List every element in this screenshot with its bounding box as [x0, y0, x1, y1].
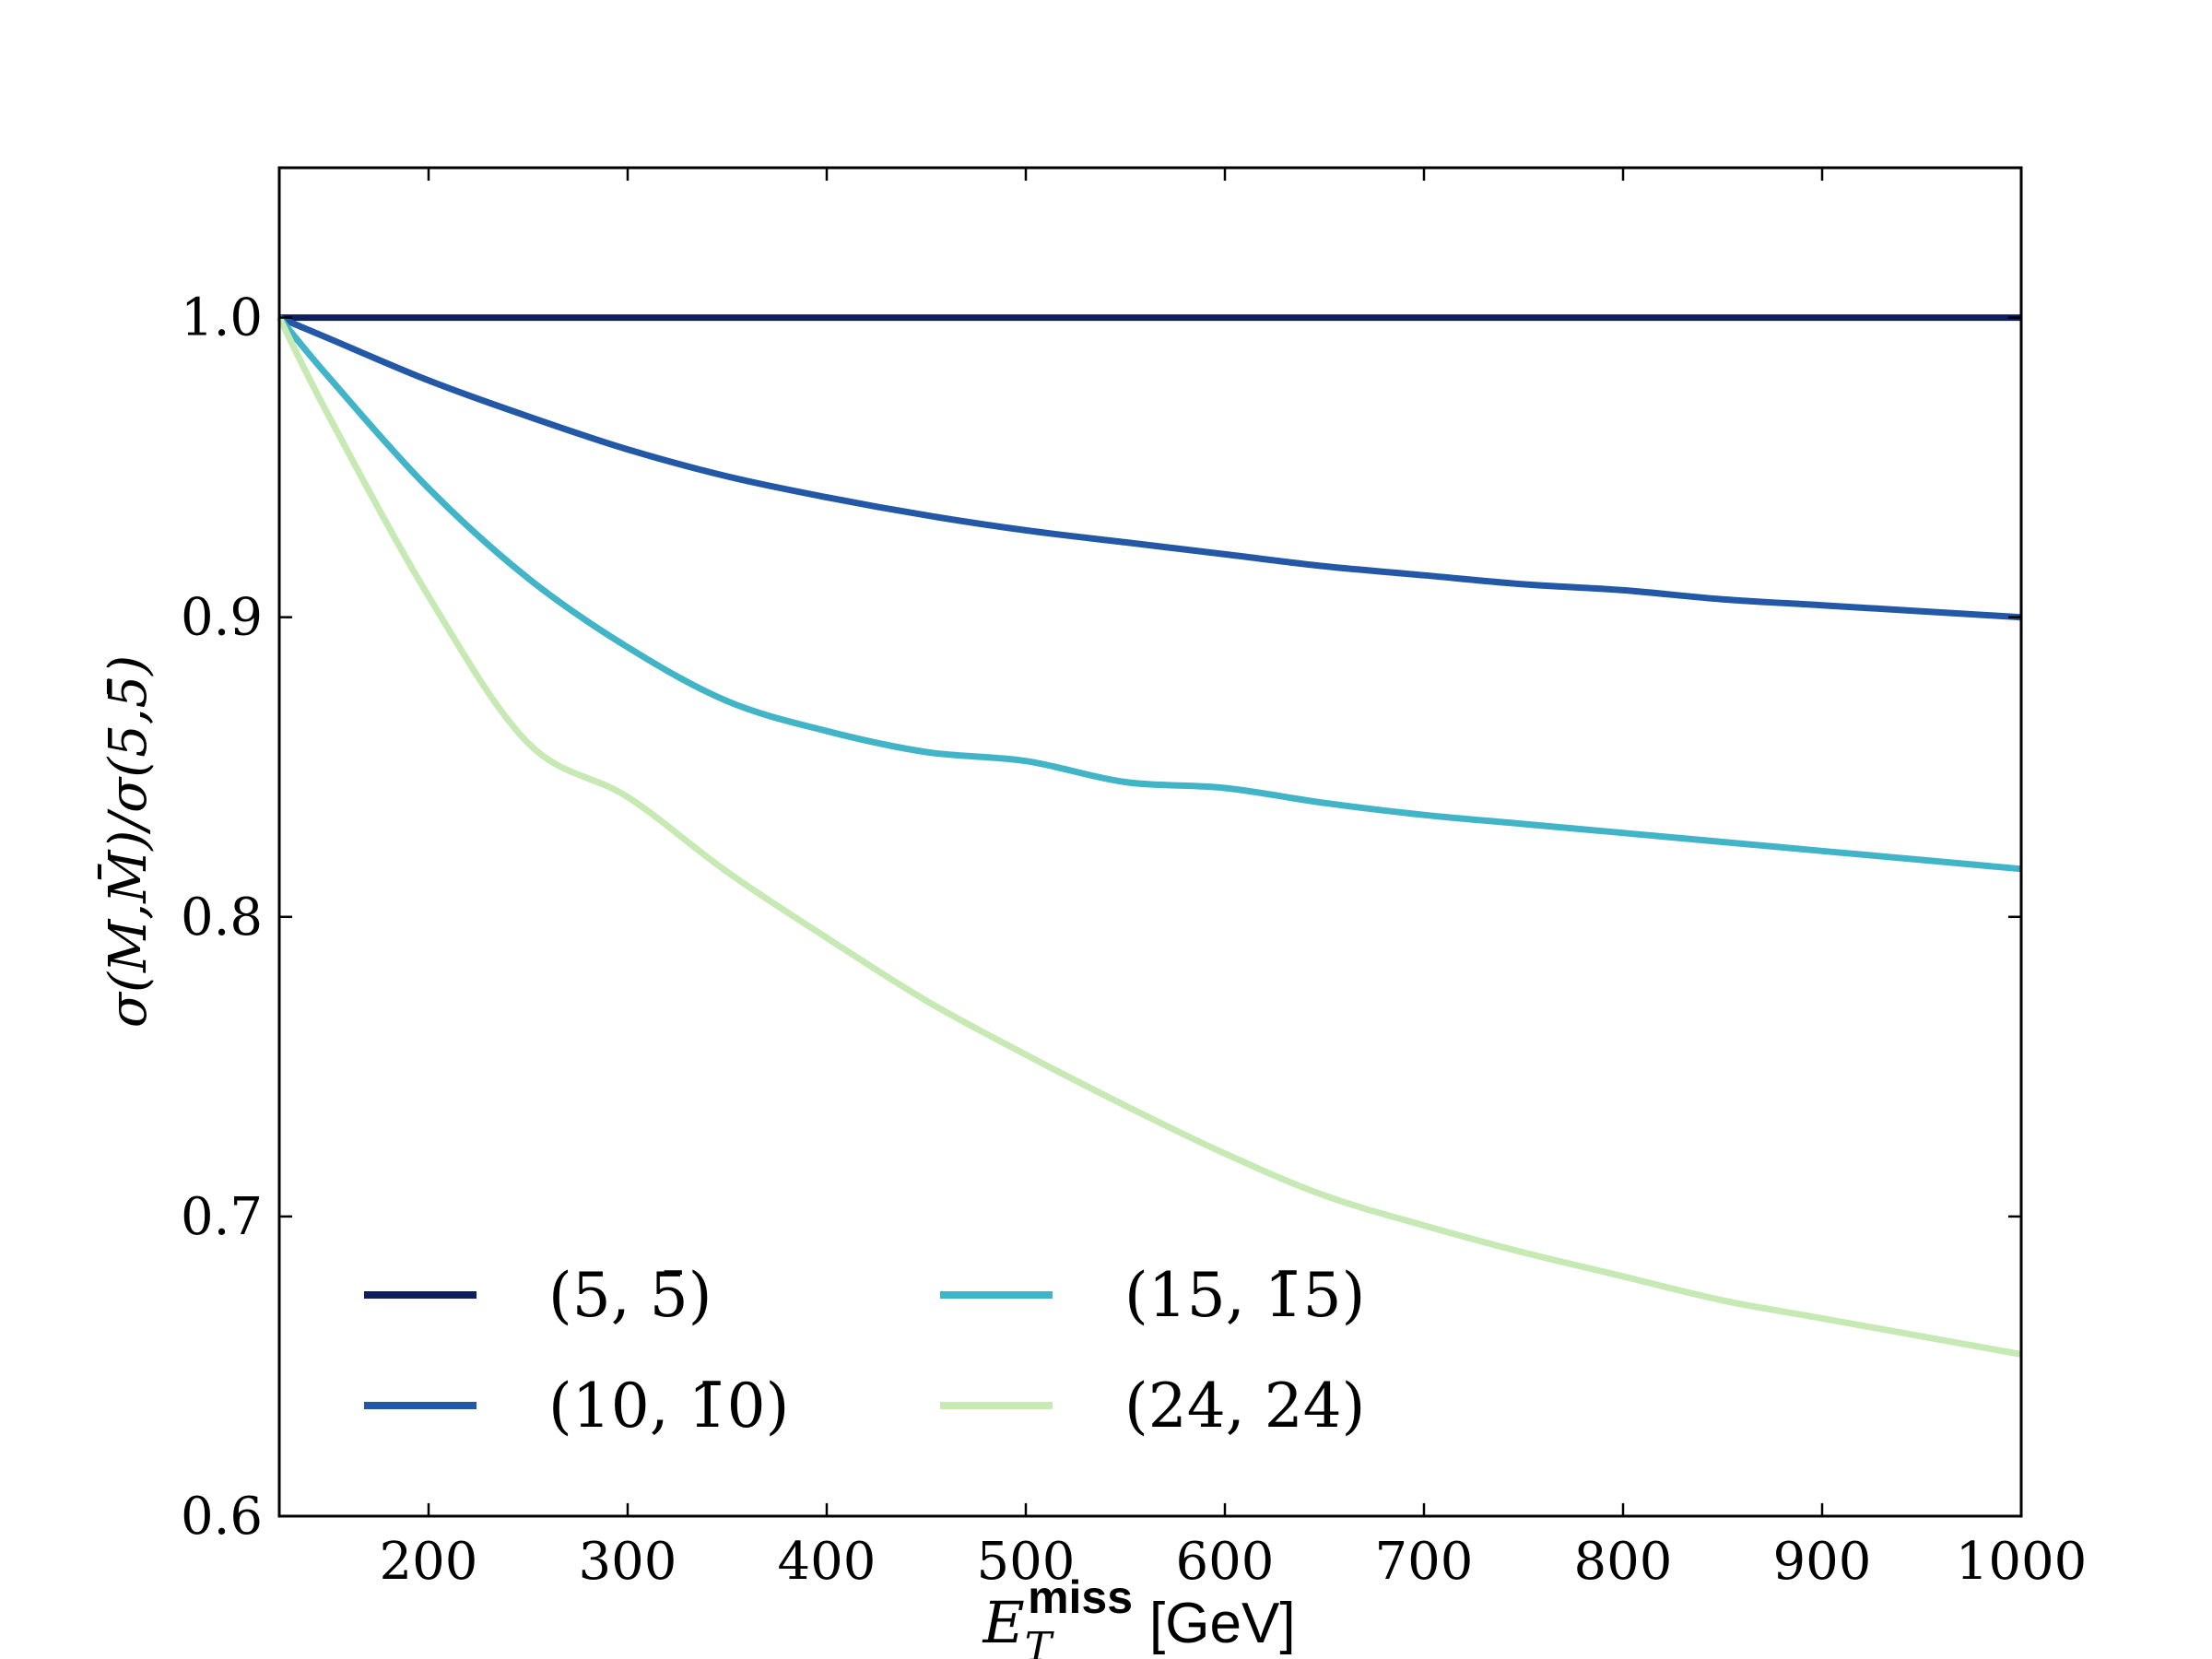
y-tick-label: 0.6: [181, 1487, 263, 1547]
x-tick-label: 700: [1375, 1532, 1474, 1592]
x-tick-label: 200: [380, 1532, 478, 1592]
series-layer: [276, 314, 2022, 1358]
y-tick-label: 0.7: [181, 1187, 263, 1247]
x-tick-label: 400: [778, 1532, 877, 1592]
series-line-1: [277, 314, 2022, 621]
plot-area-frame: [277, 166, 2023, 1518]
x-tick-label: 800: [1574, 1532, 1673, 1592]
y-tick-label: 0.9: [181, 588, 263, 648]
legend-label-3: (24, 24): [1124, 1371, 1365, 1441]
x-tick-label: 600: [1176, 1532, 1275, 1592]
x-axis-label: ETmiss [GeV]: [982, 1571, 1295, 1659]
x-axis-label-unit: [GeV]: [1149, 1592, 1296, 1655]
x-tick-label: 900: [1773, 1532, 1872, 1592]
x-tick-label: 500: [977, 1532, 1076, 1592]
legend-label-2: (15, 1̄5): [1124, 1260, 1365, 1331]
y-axis-label: σ(M,M̄)/σ(5,5̄): [97, 655, 159, 1028]
y-tick-label: 0.8: [181, 888, 263, 947]
legend-label-0: (5, 5̄): [548, 1260, 712, 1331]
ticks-layer: 200 300 400 500 600 700 800 900 1000 0.6 0.7 0.8 0.9…: [181, 168, 2087, 1592]
series-line-2: [276, 315, 2022, 873]
legend-label-1: (10, 1̄0): [548, 1371, 789, 1441]
y-tick-label: 1.0: [181, 288, 263, 348]
series-line-3: [276, 316, 2022, 1358]
x-axis-label-main: E: [982, 1589, 1024, 1656]
x-axis-label-superscript: miss: [1028, 1571, 1133, 1623]
x-tick-label: 1000: [1956, 1532, 2088, 1592]
x-axis-label-subscript: T: [1025, 1624, 1055, 1659]
x-tick-label: 300: [579, 1532, 677, 1592]
legend: (5, 5̄) (10, 1̄0) (15, 1̄5) (24, 24): [364, 1260, 1365, 1441]
